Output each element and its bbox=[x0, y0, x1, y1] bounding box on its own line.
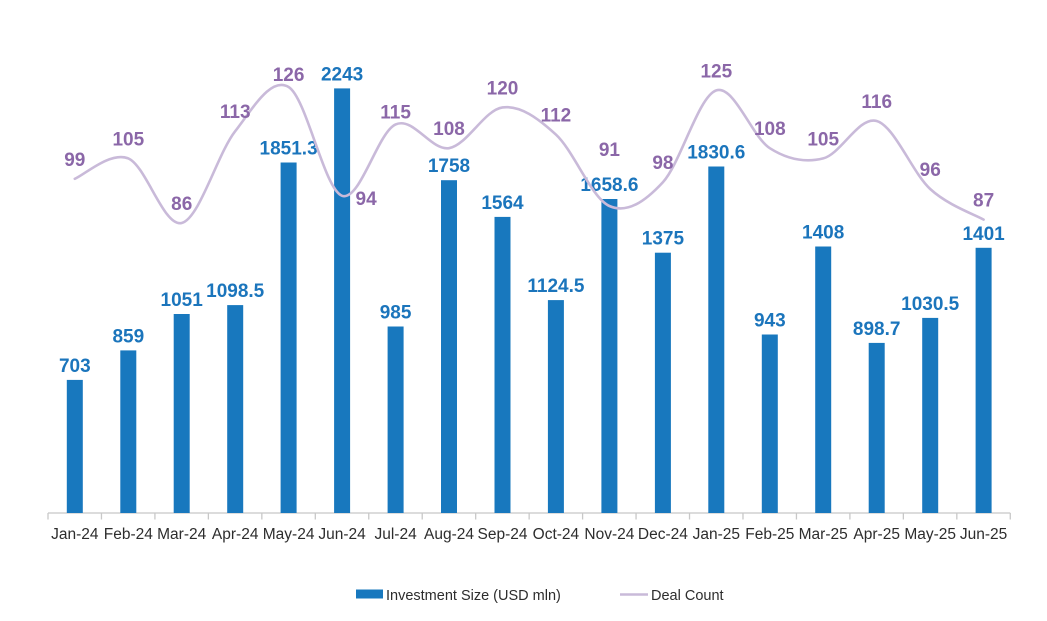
bar-value-label: 898.7 bbox=[853, 319, 901, 340]
x-axis-label: Jul-24 bbox=[374, 526, 417, 543]
bar-may-25[interactable] bbox=[922, 317, 939, 513]
x-axis-label: Mar-25 bbox=[799, 526, 848, 543]
deal-count-label: 86 bbox=[171, 194, 192, 215]
bar-dec-24[interactable] bbox=[654, 252, 671, 513]
bar-value-label: 985 bbox=[380, 303, 412, 324]
legend-label: Deal Count bbox=[651, 588, 724, 604]
bar-jun-24[interactable] bbox=[334, 88, 351, 514]
bar-feb-24[interactable] bbox=[120, 350, 137, 513]
x-axis-label: May-25 bbox=[904, 526, 956, 543]
x-axis-label: Jun-24 bbox=[318, 526, 366, 543]
legend-item-investment-size[interactable]: Investment Size (USD mln) bbox=[356, 588, 561, 604]
x-axis bbox=[47, 512, 1011, 520]
bar-sep-24[interactable] bbox=[494, 216, 511, 513]
deal-count-label: 120 bbox=[487, 78, 519, 99]
deal-count-label: 98 bbox=[652, 153, 673, 174]
deal-count-line-group bbox=[73, 83, 985, 225]
legend: Investment Size (USD mln) Deal Count bbox=[356, 588, 724, 604]
bar-aug-24[interactable] bbox=[441, 180, 457, 513]
bar-feb-25[interactable] bbox=[761, 334, 778, 514]
deal-count-label: 91 bbox=[599, 140, 621, 161]
deal-count-label: 105 bbox=[807, 129, 839, 150]
bar-value-label: 1851.3 bbox=[260, 139, 318, 160]
legend-item-deal-count[interactable]: Deal Count bbox=[620, 588, 724, 604]
x-axis-label: Aug-24 bbox=[424, 526, 474, 543]
bar-apr-24[interactable] bbox=[227, 305, 244, 513]
x-axis-label: Jun-25 bbox=[960, 526, 1007, 543]
x-axis-label: Sep-24 bbox=[478, 526, 528, 543]
bar-value-label: 1051 bbox=[161, 290, 204, 311]
bar-jan-25[interactable] bbox=[708, 166, 725, 514]
bar-may-24[interactable] bbox=[280, 162, 297, 514]
deal-count-label: 108 bbox=[754, 119, 786, 140]
bar-jul-24[interactable] bbox=[387, 326, 404, 514]
bar-value-label: 1830.6 bbox=[687, 143, 745, 164]
bar-value-label: 1098.5 bbox=[206, 281, 265, 302]
deal-count-label: 115 bbox=[380, 102, 411, 123]
x-axis-label: Apr-25 bbox=[853, 526, 900, 543]
deal-count-label: 126 bbox=[273, 65, 305, 86]
legend-label: Investment Size (USD mln) bbox=[386, 588, 561, 604]
x-axis-label: Jan-24 bbox=[51, 526, 99, 543]
bar-nov-24[interactable] bbox=[601, 199, 618, 513]
deal-count-labels-group: 99 105 86 113 126 94 115 108 120 112 91 98 125 108 105… bbox=[64, 61, 994, 215]
x-axis-label: Jan-25 bbox=[693, 526, 740, 543]
bar-value-label: 859 bbox=[112, 326, 144, 347]
bar-value-label: 1375 bbox=[642, 229, 685, 250]
bar-mar-25[interactable] bbox=[815, 246, 832, 514]
bar-oct-24[interactable] bbox=[547, 300, 564, 513]
deal-count-label: 108 bbox=[433, 119, 465, 140]
x-axis-label: Mar-24 bbox=[157, 526, 206, 543]
bar-value-label: 1564 bbox=[481, 193, 524, 214]
x-axis-label: Oct-24 bbox=[533, 526, 580, 543]
deal-count-label: 94 bbox=[356, 189, 378, 210]
deal-count-label: 113 bbox=[220, 102, 251, 123]
deal-count-label: 105 bbox=[112, 129, 144, 150]
x-axis-label: Apr-24 bbox=[212, 526, 259, 543]
deal-count-label: 112 bbox=[541, 106, 572, 127]
legend-bar-swatch-icon bbox=[356, 589, 383, 599]
bar-value-label: 943 bbox=[754, 311, 786, 332]
deal-count-label: 125 bbox=[700, 61, 732, 82]
bar-value-label: 703 bbox=[59, 356, 91, 377]
bar-value-label: 1758 bbox=[428, 156, 470, 177]
deal-count-label: 116 bbox=[861, 92, 892, 113]
bar-value-label: 1401 bbox=[962, 224, 1005, 245]
bar-apr-25[interactable] bbox=[868, 342, 885, 513]
bar-jan-24[interactable] bbox=[66, 379, 83, 513]
x-axis-label: Nov-24 bbox=[584, 526, 634, 543]
bar-value-label: 1030.5 bbox=[901, 294, 960, 315]
x-axis-labels-group: Jan-24 Feb-24 Mar-24 Apr-24 May-24 Jun-24 Jul-… bbox=[51, 526, 1007, 543]
x-axis-label: May-24 bbox=[263, 526, 315, 543]
bar-value-label: 1408 bbox=[802, 223, 844, 244]
deal-count-label: 96 bbox=[920, 160, 941, 181]
deal-count-line[interactable] bbox=[73, 83, 985, 225]
x-axis-label: Feb-24 bbox=[104, 526, 153, 543]
deal-count-label: 87 bbox=[973, 191, 994, 212]
bar-mar-24[interactable] bbox=[173, 314, 190, 513]
bar-value-label: 1124.5 bbox=[527, 276, 584, 297]
deal-count-label: 99 bbox=[64, 150, 85, 171]
bar-jun-25[interactable] bbox=[975, 247, 992, 514]
bar-value-label: 2243 bbox=[321, 64, 363, 85]
x-axis-label: Feb-25 bbox=[745, 526, 794, 543]
bar-labels-group: 703 859 1051 1098.5 1851.3 2243 985 1758 1564 112… bbox=[59, 64, 1005, 377]
x-axis-label: Dec-24 bbox=[638, 526, 688, 543]
